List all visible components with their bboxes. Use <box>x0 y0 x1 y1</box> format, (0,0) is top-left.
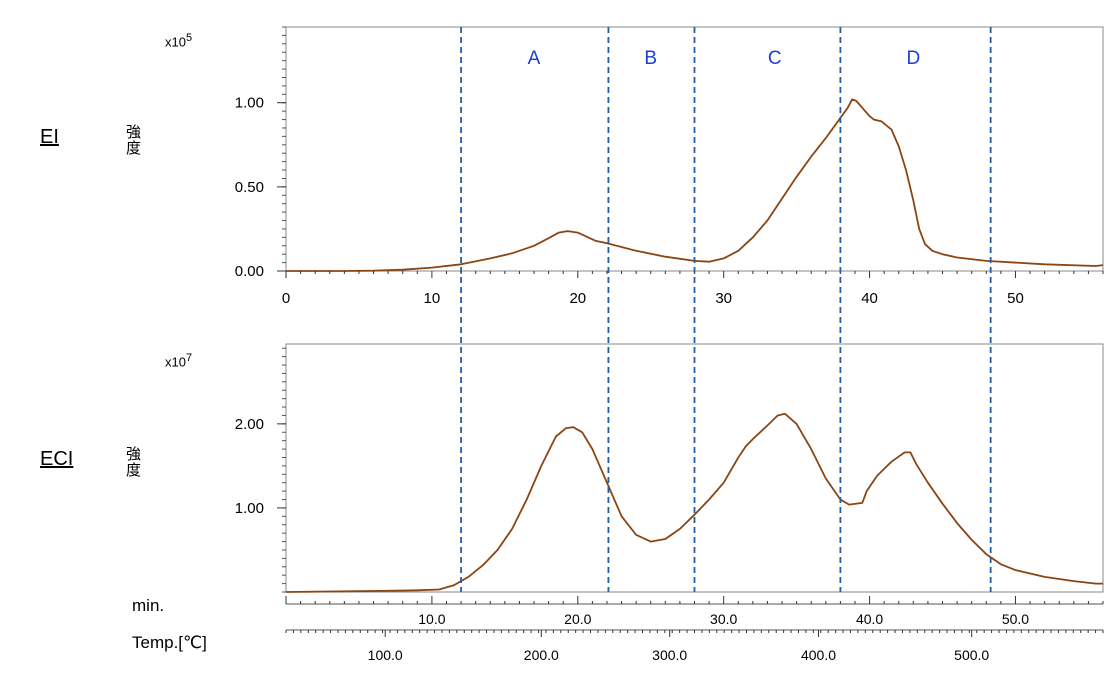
minutes-tick-label: 40.0 <box>856 611 883 627</box>
region-label-c: C <box>768 48 782 69</box>
temperature-tick-label: 400.0 <box>801 647 836 663</box>
ei-y-tick-label: 0.50 <box>235 179 264 196</box>
region-label-d: D <box>906 48 920 69</box>
region-label-b: B <box>644 48 657 69</box>
ei-scale-factor: x105 <box>165 32 192 49</box>
ei-x-tick-label: 20 <box>569 290 586 307</box>
region-label-a: A <box>528 48 541 69</box>
ei-panel-label: EI <box>40 126 59 148</box>
temperature-tick-label: 500.0 <box>954 647 989 663</box>
eci-series-line <box>285 412 1103 593</box>
ei-y-tick-label: 0.00 <box>235 263 264 280</box>
ei-scale-exponent: 5 <box>185 32 193 44</box>
ei-y-tick-label: 1.00 <box>235 95 264 112</box>
eci-y-tick-label: 2.00 <box>235 416 264 433</box>
eci-panel-label: ECI <box>40 448 74 470</box>
eci-scale-base: x10 <box>165 354 186 370</box>
eci-scale-exponent: 7 <box>185 352 193 364</box>
ei-x-tick-label: 30 <box>715 290 732 307</box>
ei-x-tick-label: 50 <box>1007 290 1024 307</box>
eci-scale-factor: x107 <box>165 352 192 369</box>
minutes-tick-label: 20.0 <box>564 611 591 627</box>
temperature-tick-label: 100.0 <box>368 647 403 663</box>
ei-scale-base: x10 <box>165 34 186 50</box>
minutes-axis-label: min. <box>132 596 165 615</box>
ei-series-line <box>286 98 1104 272</box>
eci-y-axis-label: 強度 <box>124 446 141 478</box>
ei-x-tick-label: 0 <box>282 290 290 307</box>
ei-x-tick-label: 10 <box>424 290 441 307</box>
minutes-tick-label: 10.0 <box>418 611 445 627</box>
minutes-tick-label: 30.0 <box>710 611 737 627</box>
minutes-tick-label: 50.0 <box>1002 611 1029 627</box>
eci-y-tick-label: 1.00 <box>235 500 264 517</box>
ei-x-tick-label: 40 <box>861 290 878 307</box>
ei-y-axis-label: 強度 <box>124 124 141 156</box>
temperature-axis-label: Temp.[℃] <box>132 633 207 652</box>
temperature-tick-label: 300.0 <box>652 647 687 663</box>
temperature-tick-label: 200.0 <box>524 647 559 663</box>
